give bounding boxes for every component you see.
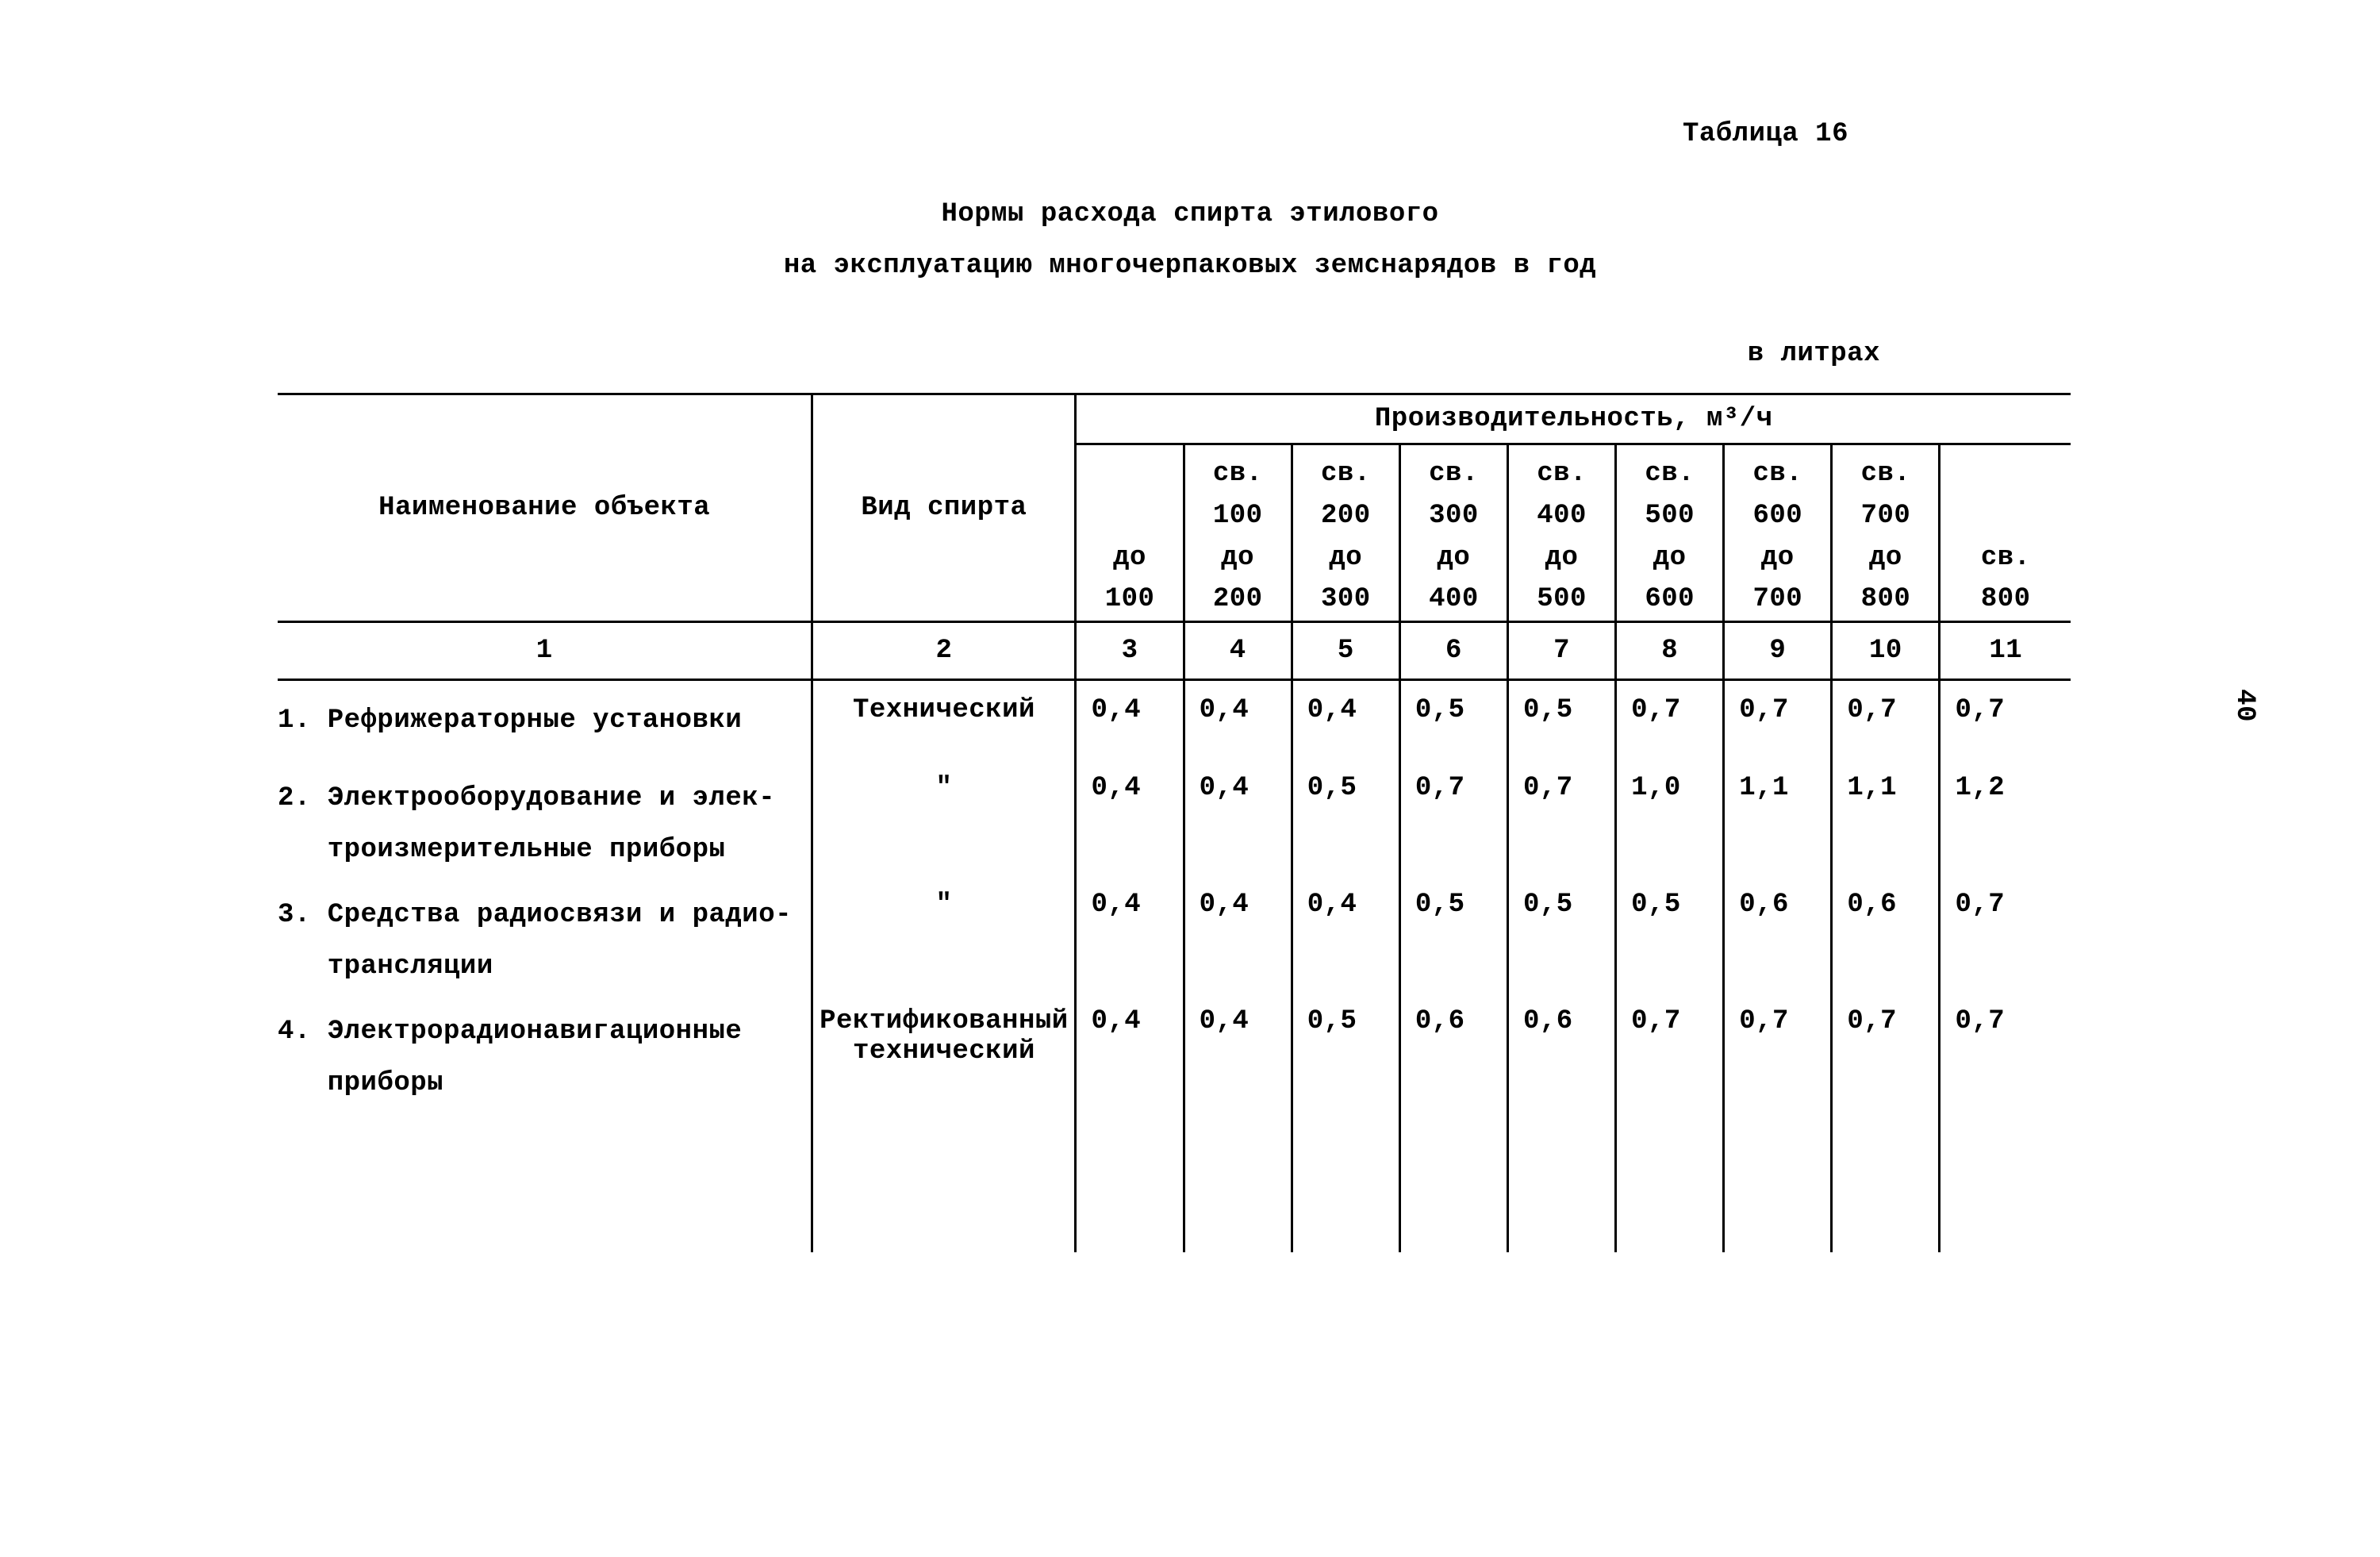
row-val: 0,5 [1399,679,1507,759]
row-spirit: " [812,875,1076,992]
header-range-1: св.100до200 [1184,444,1292,622]
header-range-4: св.400до500 [1507,444,1615,622]
row-val: 0,7 [1399,759,1507,875]
table-colnum-row: 1 2 3 4 5 6 7 8 9 10 11 [278,621,2071,679]
row-val: 0,6 [1399,992,1507,1251]
row-spirit: Ректификованныйтехнический [812,992,1076,1251]
row-val: 0,4 [1184,875,1292,992]
row-name: 3. Средства радиосвязи и радио- трансляц… [278,875,812,992]
colnum-3: 3 [1076,621,1184,679]
row-val: 0,4 [1076,679,1184,759]
row-val: 0,7 [1940,875,2071,992]
row-val: 1,0 [1616,759,1724,875]
row-val: 0,6 [1507,992,1615,1251]
document-page: Таблица 16 Нормы расхода спирта этиловог… [278,119,2102,1252]
colnum-2: 2 [812,621,1076,679]
row-val: 0,4 [1292,679,1399,759]
table-row: 3. Средства радиосвязи и радио- трансляц… [278,875,2071,992]
row-val: 0,7 [1940,992,2071,1251]
table-header-row-1: Наименование объекта Вид спирта Производ… [278,394,2071,444]
row-val: 0,6 [1724,875,1832,992]
row-val: 0,4 [1076,759,1184,875]
row-val: 1,2 [1940,759,2071,875]
table-row: 1. Рефрижераторные установки Технический… [278,679,2071,759]
table-row: 2. Электрооборудование и элек- троизмери… [278,759,2071,875]
header-name: Наименование объекта [278,394,812,622]
row-val: 0,5 [1507,875,1615,992]
table-number: Таблица 16 [278,119,2102,149]
row-val: 0,7 [1832,679,1940,759]
row-val: 0,7 [1507,759,1615,875]
colnum-6: 6 [1399,621,1507,679]
row-name: 4. Электрорадионавигационные приборы [278,992,812,1251]
title-line-1: Нормы расхода спирта этилового [278,189,2102,240]
colnum-10: 10 [1832,621,1940,679]
row-val: 0,6 [1832,875,1940,992]
row-val: 0,7 [1832,992,1940,1251]
header-range-3: св.300до400 [1399,444,1507,622]
header-spirit-type-text: Вид спирта [861,493,1027,523]
row-val: 0,5 [1399,875,1507,992]
row-val: 0,7 [1616,992,1724,1251]
header-range-7: св.700до800 [1832,444,1940,622]
header-range-0: до100 [1076,444,1184,622]
colnum-11: 11 [1940,621,2071,679]
colnum-9: 9 [1724,621,1832,679]
row-val: 0,7 [1616,679,1724,759]
header-range-5: св.500до600 [1616,444,1724,622]
norms-table: Наименование объекта Вид спирта Производ… [278,393,2071,1251]
row-val: 0,7 [1724,992,1832,1251]
row-val: 0,7 [1940,679,2071,759]
row-spirit: Технический [812,679,1076,759]
header-range-2: св.200до300 [1292,444,1399,622]
colnum-1: 1 [278,621,812,679]
table-row: 4. Электрорадионавигационные приборы Рек… [278,992,2071,1251]
row-val: 1,1 [1724,759,1832,875]
row-val: 0,4 [1076,992,1184,1251]
colnum-5: 5 [1292,621,1399,679]
row-val: 0,4 [1184,759,1292,875]
title-line-2: на эксплуатацию многочерпаковых земснаря… [278,240,2102,292]
row-val: 0,4 [1076,875,1184,992]
header-productivity: Производительность, м³/ч [1076,394,2071,444]
row-val: 0,5 [1292,992,1399,1251]
row-name: 1. Рефрижераторные установки [278,679,812,759]
header-range-6: св.600до700 [1724,444,1832,622]
row-name: 2. Электрооборудование и элек- троизмери… [278,759,812,875]
page-number: 40 [2229,689,2259,722]
row-val: 0,4 [1292,875,1399,992]
header-spirit-type: Вид спирта [812,394,1076,622]
row-val: 0,4 [1184,679,1292,759]
colnum-8: 8 [1616,621,1724,679]
colnum-4: 4 [1184,621,1292,679]
colnum-7: 7 [1507,621,1615,679]
row-val: 0,5 [1292,759,1399,875]
row-val: 0,4 [1184,992,1292,1251]
row-val: 0,7 [1724,679,1832,759]
units-label: в литрах [278,339,2102,369]
row-val: 0,5 [1616,875,1724,992]
row-spirit: " [812,759,1076,875]
row-val: 0,5 [1507,679,1615,759]
row-val: 1,1 [1832,759,1940,875]
header-range-8: св.800 [1940,444,2071,622]
